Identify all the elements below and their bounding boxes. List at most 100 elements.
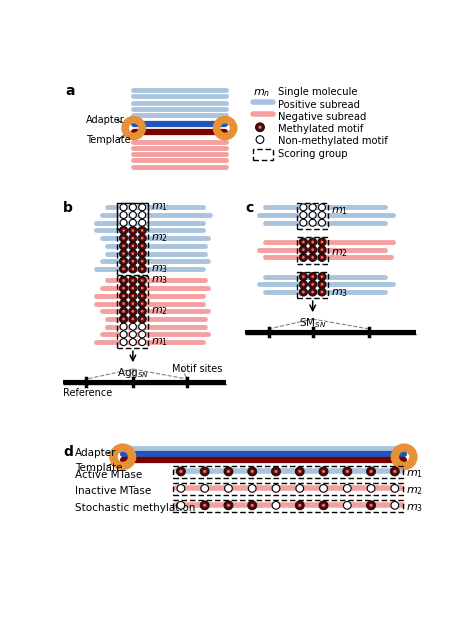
Circle shape xyxy=(390,467,399,476)
Circle shape xyxy=(391,485,399,492)
Circle shape xyxy=(141,318,144,320)
Circle shape xyxy=(122,245,125,247)
Circle shape xyxy=(119,307,128,315)
Circle shape xyxy=(120,258,127,265)
Circle shape xyxy=(319,219,326,226)
Circle shape xyxy=(320,283,323,285)
Circle shape xyxy=(129,211,137,218)
Circle shape xyxy=(344,468,351,475)
Circle shape xyxy=(225,468,232,475)
Circle shape xyxy=(302,256,305,259)
Circle shape xyxy=(132,260,134,262)
Circle shape xyxy=(258,125,262,129)
Circle shape xyxy=(309,238,317,246)
Circle shape xyxy=(129,315,137,323)
Circle shape xyxy=(129,227,137,234)
Circle shape xyxy=(346,470,349,473)
Circle shape xyxy=(300,204,307,211)
Circle shape xyxy=(132,294,134,297)
Circle shape xyxy=(120,219,127,226)
Circle shape xyxy=(129,277,137,284)
Circle shape xyxy=(295,501,304,510)
Circle shape xyxy=(251,470,254,473)
Circle shape xyxy=(367,501,375,509)
Circle shape xyxy=(311,283,314,285)
Circle shape xyxy=(224,501,233,510)
Circle shape xyxy=(129,234,137,241)
Circle shape xyxy=(393,470,396,473)
Circle shape xyxy=(122,287,125,289)
Circle shape xyxy=(255,123,264,132)
Circle shape xyxy=(132,237,134,240)
Circle shape xyxy=(319,273,326,280)
Circle shape xyxy=(129,300,137,307)
Circle shape xyxy=(138,299,146,308)
Circle shape xyxy=(248,468,256,475)
Circle shape xyxy=(119,265,128,273)
Circle shape xyxy=(138,242,146,250)
Bar xyxy=(173,466,403,478)
Text: a: a xyxy=(65,84,75,98)
Circle shape xyxy=(129,276,137,285)
Circle shape xyxy=(272,485,280,492)
Text: Motif sites: Motif sites xyxy=(172,364,222,374)
Text: Template: Template xyxy=(86,135,131,145)
Circle shape xyxy=(225,501,232,509)
Circle shape xyxy=(120,277,127,284)
Circle shape xyxy=(320,275,323,278)
Circle shape xyxy=(139,234,146,241)
Circle shape xyxy=(129,292,137,299)
Circle shape xyxy=(132,229,134,232)
Text: Negative subread: Negative subread xyxy=(278,112,366,122)
Circle shape xyxy=(122,294,125,297)
Circle shape xyxy=(141,303,144,305)
Circle shape xyxy=(309,246,317,254)
Circle shape xyxy=(138,284,146,292)
Circle shape xyxy=(119,276,128,285)
Circle shape xyxy=(138,257,146,266)
Text: Adapter: Adapter xyxy=(86,115,125,125)
Circle shape xyxy=(119,226,128,234)
Circle shape xyxy=(132,268,134,270)
Text: m$_3$: m$_3$ xyxy=(152,275,169,287)
Text: Single molecule: Single molecule xyxy=(278,87,357,97)
Circle shape xyxy=(129,285,137,292)
Circle shape xyxy=(295,467,304,476)
Circle shape xyxy=(224,467,233,476)
Circle shape xyxy=(227,470,230,473)
Text: Template: Template xyxy=(75,462,122,473)
Circle shape xyxy=(129,242,137,250)
Circle shape xyxy=(300,254,307,261)
Circle shape xyxy=(129,204,137,211)
Circle shape xyxy=(177,485,185,492)
Text: m$_2$: m$_2$ xyxy=(152,233,169,244)
Circle shape xyxy=(138,265,146,273)
Circle shape xyxy=(139,315,146,322)
Circle shape xyxy=(141,279,144,282)
Circle shape xyxy=(120,266,127,273)
Circle shape xyxy=(120,308,127,315)
Text: d: d xyxy=(63,445,73,459)
Circle shape xyxy=(225,485,232,492)
Circle shape xyxy=(132,318,134,320)
Text: Reference: Reference xyxy=(63,389,112,398)
Circle shape xyxy=(256,124,264,131)
Circle shape xyxy=(122,310,125,313)
Circle shape xyxy=(139,211,146,218)
Circle shape xyxy=(138,226,146,234)
Circle shape xyxy=(129,258,137,265)
Circle shape xyxy=(119,234,128,242)
Circle shape xyxy=(299,246,308,254)
Circle shape xyxy=(139,308,146,315)
Circle shape xyxy=(300,238,307,245)
Circle shape xyxy=(122,260,125,262)
Text: Positive subread: Positive subread xyxy=(278,99,360,110)
Circle shape xyxy=(141,245,144,247)
Text: Stochastic methylation: Stochastic methylation xyxy=(75,503,195,513)
Circle shape xyxy=(120,323,127,330)
Text: m$_3$: m$_3$ xyxy=(152,263,169,275)
Circle shape xyxy=(122,318,125,320)
Circle shape xyxy=(129,292,137,300)
Circle shape xyxy=(119,257,128,266)
Circle shape xyxy=(120,315,127,322)
